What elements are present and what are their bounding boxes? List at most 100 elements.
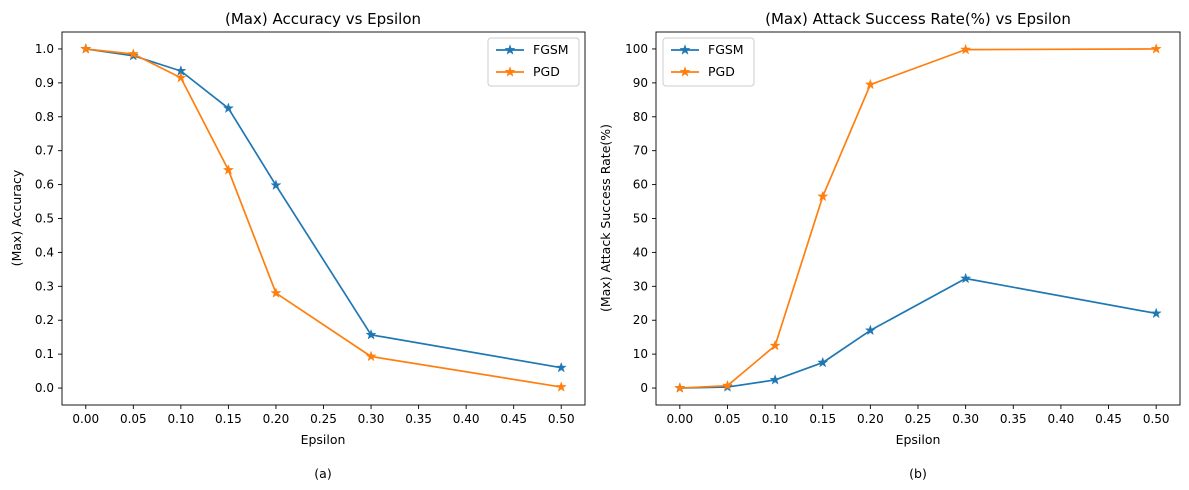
y-tick-label: 1.0 — [35, 42, 54, 56]
y-tick-label: 40 — [633, 245, 648, 259]
x-tick-label: 0.00 — [72, 412, 99, 426]
y-tick-label: 0.6 — [35, 178, 54, 192]
series-layer — [80, 43, 567, 392]
y-tick-label: 0.9 — [35, 76, 54, 90]
series-line-pgd — [679, 48, 1157, 389]
y-tick-label: 90 — [633, 76, 648, 90]
y-tick-label: 20 — [633, 313, 648, 327]
legend-marker-pgd — [504, 66, 516, 77]
y-tick-label: 0.1 — [35, 347, 54, 361]
y-tick-label: 100 — [625, 42, 648, 56]
legend-marker-fgsm — [679, 44, 691, 55]
data-point-fgsm — [365, 329, 377, 340]
chart-panel-attack-success: (Max) Attack Success Rate(%) vs Epsilon … — [598, 10, 1181, 481]
x-tick-label: 0.40 — [1048, 412, 1075, 426]
data-point-fgsm — [1150, 307, 1162, 319]
y-tick-labels: 0.0 0.1 0.2 0.3 0.4 0.5 0.6 0.7 0.8 0.9 1.0 — [35, 42, 62, 395]
legend-label-fgsm: FGSM — [533, 42, 569, 57]
y-tick-label: 30 — [633, 279, 648, 293]
x-axis-label: Epsilon — [301, 432, 346, 447]
data-point-pgd — [365, 350, 377, 362]
data-point-fgsm — [555, 361, 567, 373]
legend: FGSM PGD — [662, 37, 755, 87]
data-point-pgd — [1150, 43, 1162, 54]
y-axis-label: (Max) Attack Success Rate(%) — [598, 124, 613, 312]
data-point-fgsm — [769, 374, 781, 385]
x-tick-label: 0.15 — [215, 412, 242, 426]
data-point-fgsm — [270, 179, 282, 190]
y-tick-label: 0.3 — [35, 279, 54, 293]
chart-title: (Max) Attack Success Rate(%) vs Epsilon — [765, 10, 1071, 28]
y-tick-label: 0.8 — [35, 110, 54, 124]
data-point-pgd — [80, 43, 92, 54]
y-tick-label: 0 — [640, 381, 648, 395]
chart-title: (Max) Accuracy vs Epsilon — [225, 10, 421, 28]
x-tick-label: 0.40 — [453, 412, 480, 426]
x-tick-label: 0.30 — [952, 412, 979, 426]
data-point-fgsm — [817, 356, 829, 368]
legend-marker-pgd — [679, 66, 691, 77]
y-tick-label: 50 — [633, 212, 648, 226]
data-point-pgd — [960, 43, 972, 55]
legend-label-fgsm: FGSM — [708, 42, 744, 57]
data-point-pgd — [769, 339, 781, 351]
y-tick-labels: 0 10 20 30 40 50 60 70 80 90 100 — [625, 42, 656, 395]
x-tick-label: 0.50 — [548, 412, 575, 426]
x-tick-label: 0.20 — [263, 412, 290, 426]
data-point-fgsm — [960, 272, 972, 284]
data-point-pgd — [270, 287, 282, 298]
data-point-pgd — [864, 78, 876, 90]
data-point-pgd — [555, 381, 567, 392]
y-tick-label: 60 — [633, 178, 648, 192]
x-tick-label: 0.25 — [310, 412, 337, 426]
x-tick-label: 0.05 — [120, 412, 147, 426]
x-tick-label: 0.00 — [666, 412, 693, 426]
x-tick-label: 0.50 — [1143, 412, 1170, 426]
x-axis-label: Epsilon — [896, 432, 941, 447]
y-tick-label: 0.2 — [35, 313, 54, 327]
legend-label-pgd: PGD — [708, 64, 735, 79]
x-tick-label: 0.45 — [1095, 412, 1122, 426]
x-tick-label: 0.35 — [1000, 412, 1027, 426]
series-layer — [674, 43, 1162, 393]
x-tick-labels: 0.00 0.05 0.10 0.15 0.20 0.25 0.30 0.35 0.40 0.45… — [666, 405, 1170, 426]
legend: FGSM PGD — [487, 37, 580, 87]
data-point-pgd — [175, 71, 187, 83]
x-tick-label: 0.30 — [358, 412, 385, 426]
series-line-fgsm — [85, 48, 562, 369]
y-tick-label: 0.4 — [35, 245, 54, 259]
x-tick-label: 0.35 — [405, 412, 432, 426]
series-line-pgd — [85, 48, 562, 388]
data-point-fgsm — [864, 324, 876, 336]
y-tick-label: 70 — [633, 144, 648, 158]
plot-frame — [61, 31, 586, 406]
data-point-pgd — [721, 379, 733, 391]
chart-panel-accuracy: (Max) Accuracy vs Epsilon 0.00 0.05 0.10 0.… — [9, 10, 586, 481]
data-point-fgsm — [222, 102, 234, 113]
data-point-pgd — [127, 48, 139, 59]
y-tick-label: 10 — [633, 347, 648, 361]
series-line-fgsm — [679, 277, 1157, 389]
legend-marker-fgsm — [504, 44, 516, 55]
panel-caption: (a) — [314, 466, 331, 481]
y-tick-label: 80 — [633, 110, 648, 124]
x-tick-label: 0.25 — [905, 412, 932, 426]
x-tick-label: 0.10 — [762, 412, 789, 426]
y-tick-label: 0.7 — [35, 144, 54, 158]
x-tick-label: 0.15 — [809, 412, 836, 426]
data-point-pgd — [674, 382, 686, 393]
panel-caption: (b) — [909, 466, 927, 481]
data-point-pgd — [222, 164, 234, 175]
data-point-pgd — [817, 190, 829, 202]
x-tick-label: 0.10 — [168, 412, 195, 426]
plot-frame — [655, 31, 1181, 406]
x-tick-label: 0.20 — [857, 412, 884, 426]
y-tick-label: 0.5 — [35, 212, 54, 226]
x-tick-label: 0.05 — [714, 412, 741, 426]
x-tick-labels: 0.00 0.05 0.10 0.15 0.20 0.25 0.30 0.35 0.40 0.45… — [72, 405, 575, 426]
y-tick-label: 0.0 — [35, 381, 54, 395]
legend-label-pgd: PGD — [533, 64, 560, 79]
y-axis-label: (Max) Accuracy — [9, 169, 24, 266]
x-tick-label: 0.45 — [500, 412, 527, 426]
